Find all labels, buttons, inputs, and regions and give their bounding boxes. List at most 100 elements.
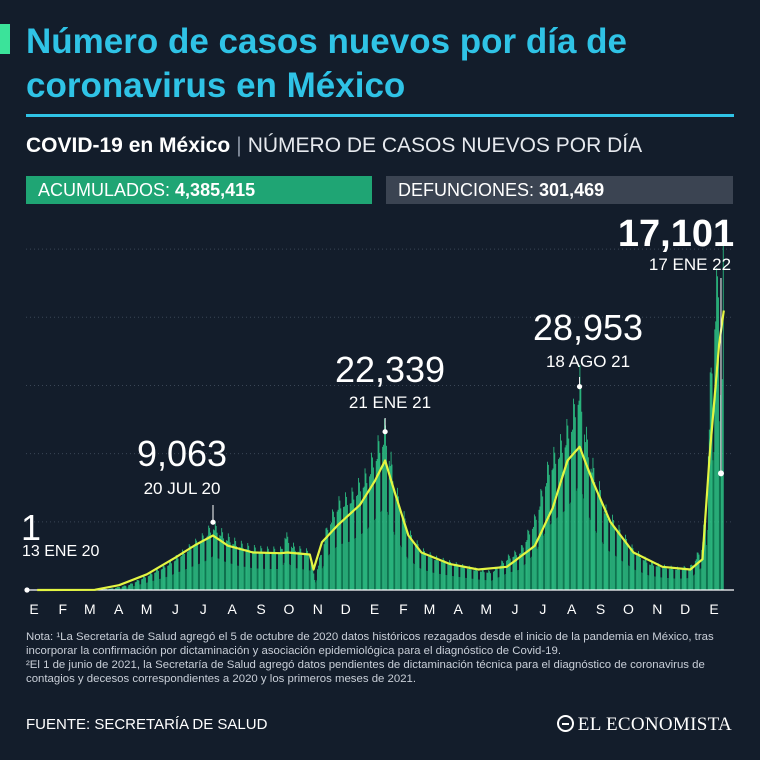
daily-case-bar — [411, 535, 412, 590]
daily-case-bar — [146, 582, 147, 590]
daily-case-bar — [290, 565, 291, 590]
daily-case-bar — [559, 457, 560, 590]
daily-case-bar — [210, 532, 211, 590]
daily-case-bar — [520, 545, 522, 590]
daily-case-bar — [313, 573, 315, 590]
daily-case-bar — [321, 568, 323, 590]
daily-case-bar — [391, 464, 393, 590]
daily-case-bar — [331, 522, 332, 590]
daily-case-bar — [294, 550, 296, 590]
daily-case-bar — [266, 546, 268, 590]
daily-case-bar — [548, 474, 550, 590]
daily-case-bar — [471, 578, 473, 590]
daily-case-bar — [433, 572, 435, 590]
daily-case-bar — [281, 548, 283, 590]
acumulados-badge: ACUMULADOS: 4,385,415 — [26, 176, 372, 204]
daily-case-bar — [646, 562, 648, 590]
daily-case-bar — [583, 498, 585, 590]
acumulados-value: 4,385,415 — [175, 180, 256, 200]
daily-case-bar — [572, 429, 573, 590]
daily-case-bar — [658, 564, 660, 590]
daily-case-bar — [549, 524, 551, 590]
daily-case-bar — [245, 549, 247, 590]
daily-case-bar — [160, 569, 162, 590]
daily-case-bar — [470, 569, 472, 590]
daily-case-bar — [203, 539, 205, 590]
daily-case-bar — [704, 519, 705, 590]
daily-case-bar — [211, 557, 212, 590]
daily-case-bar — [186, 569, 187, 590]
daily-case-bar — [634, 569, 636, 590]
daily-case-bar — [247, 543, 249, 590]
daily-case-bar — [159, 579, 160, 590]
daily-case-bar — [667, 577, 668, 590]
daily-case-bar — [327, 529, 329, 590]
daily-case-bar — [328, 555, 330, 590]
daily-case-bar — [466, 577, 467, 590]
daily-case-bar — [642, 559, 644, 590]
daily-case-bar — [315, 582, 317, 590]
daily-case-bar — [664, 564, 665, 590]
daily-case-bar — [693, 575, 694, 591]
daily-case-bar — [576, 488, 578, 590]
daily-case-bar — [119, 588, 121, 590]
daily-case-bar — [119, 587, 120, 590]
daily-case-bar — [460, 567, 462, 590]
daily-case-bar — [226, 540, 228, 590]
daily-case-bar — [385, 425, 386, 590]
daily-case-bar — [635, 570, 637, 591]
daily-case-bar — [224, 561, 225, 590]
daily-case-bar — [417, 544, 419, 590]
daily-case-bar — [407, 558, 409, 590]
daily-case-bar — [627, 544, 628, 590]
daily-case-bar — [546, 483, 547, 590]
daily-case-bar — [153, 580, 155, 591]
daily-case-bar — [243, 566, 245, 590]
daily-case-bar — [139, 584, 141, 590]
daily-case-bar — [273, 546, 275, 590]
annotation-date: 21 ENE 21 — [349, 393, 431, 412]
defunciones-value: 301,469 — [539, 180, 605, 200]
daily-case-bar — [366, 483, 368, 590]
daily-case-bar — [239, 547, 241, 590]
daily-case-bar — [602, 543, 604, 590]
daily-case-bar — [473, 570, 475, 590]
daily-case-bar — [570, 502, 571, 590]
daily-case-bar — [219, 535, 221, 590]
daily-case-bar — [585, 442, 586, 590]
daily-case-bar — [118, 586, 119, 590]
daily-case-bar — [167, 565, 169, 590]
daily-case-bar — [659, 567, 661, 590]
daily-case-bar — [425, 555, 426, 590]
daily-case-bar — [691, 564, 692, 590]
daily-case-bar — [212, 556, 213, 590]
daily-case-bar — [194, 546, 196, 590]
daily-case-bar — [190, 549, 192, 590]
daily-case-bar — [436, 555, 438, 590]
daily-case-bar — [476, 568, 478, 590]
daily-case-bar — [116, 587, 117, 590]
daily-case-bar — [122, 586, 124, 590]
daily-case-bar — [340, 508, 342, 590]
daily-case-bar — [547, 461, 548, 590]
daily-case-bar — [573, 404, 575, 590]
daily-case-bar — [413, 564, 415, 590]
daily-case-bar — [443, 559, 445, 590]
daily-case-bar — [253, 545, 255, 590]
daily-case-bar — [189, 545, 191, 590]
daily-case-bar — [504, 574, 505, 590]
x-tick-label: N — [313, 601, 323, 617]
daily-case-bar — [644, 556, 646, 590]
daily-case-bar — [410, 530, 411, 590]
daily-case-bar — [237, 565, 238, 591]
daily-case-bar — [610, 522, 611, 590]
daily-case-bar — [267, 548, 269, 590]
daily-case-bar — [405, 527, 407, 590]
daily-case-bar — [256, 568, 258, 590]
daily-case-bar — [337, 509, 339, 590]
daily-case-bar — [617, 532, 619, 590]
daily-case-bar — [339, 500, 341, 590]
daily-case-bar — [561, 452, 563, 590]
daily-case-bar — [718, 297, 719, 590]
daily-case-bar — [486, 572, 488, 590]
